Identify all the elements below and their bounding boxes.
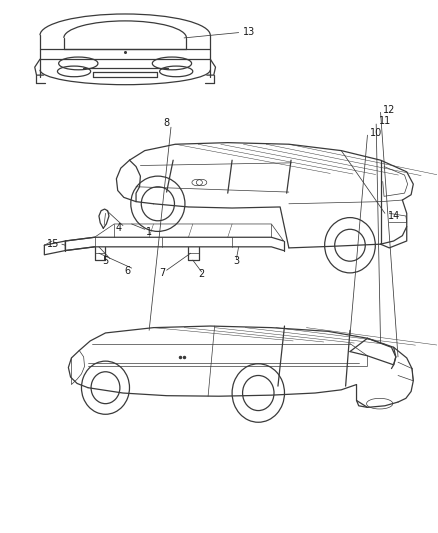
- Text: 7: 7: [159, 268, 166, 278]
- Text: 14: 14: [388, 211, 400, 221]
- Text: 8: 8: [163, 118, 170, 128]
- Text: 6: 6: [124, 266, 131, 276]
- Text: 13: 13: [244, 27, 256, 37]
- Text: 10: 10: [370, 127, 382, 138]
- Text: 11: 11: [379, 116, 391, 126]
- Text: 3: 3: [233, 256, 240, 266]
- Text: 5: 5: [102, 256, 109, 266]
- Text: 15: 15: [47, 239, 59, 249]
- Text: 1: 1: [146, 227, 152, 237]
- Text: 12: 12: [383, 104, 396, 115]
- Text: 4: 4: [116, 223, 122, 233]
- Text: 2: 2: [198, 270, 205, 279]
